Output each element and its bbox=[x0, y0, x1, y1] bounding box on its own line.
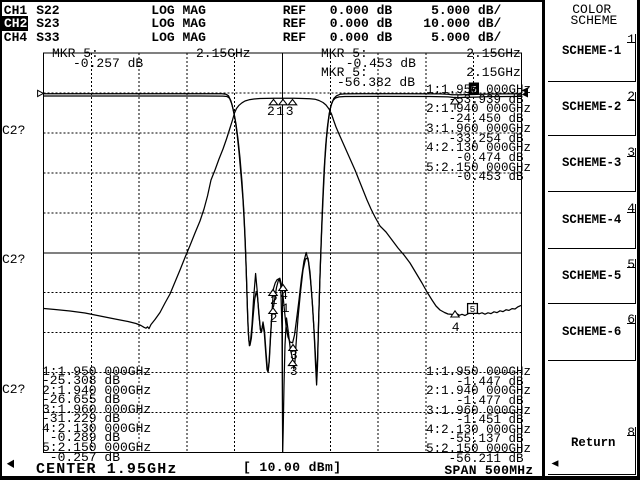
svg-text:5: 5 bbox=[470, 304, 476, 315]
svg-text:5: 5 bbox=[471, 85, 477, 96]
